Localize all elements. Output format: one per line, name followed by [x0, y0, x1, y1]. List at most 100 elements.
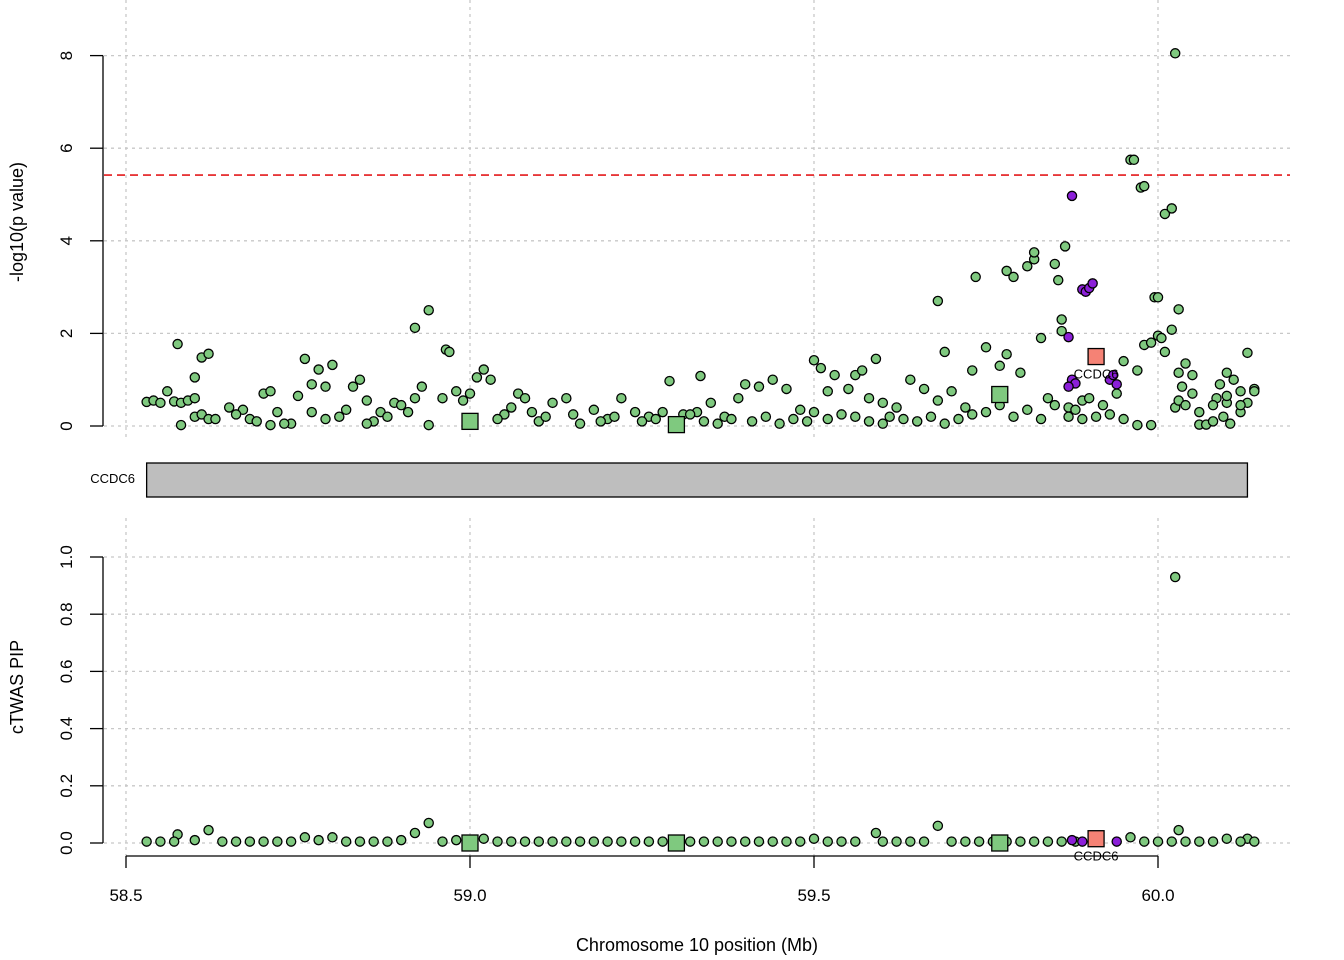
- gwas-snp-point: [712, 418, 723, 429]
- gwas-snp-point: [1145, 419, 1157, 431]
- gwas-snp-point: [361, 418, 373, 429]
- pip-snp-point: [1207, 836, 1219, 847]
- gwas-snp-point: [1132, 419, 1143, 431]
- pip-snp-point: [794, 836, 806, 847]
- gwas-snp-point: [595, 416, 606, 427]
- pip-snp-point: [450, 834, 462, 846]
- gwas-snp-point: [1132, 365, 1143, 376]
- gwas-snp-point: [636, 416, 648, 427]
- pip-gene-marker: [667, 834, 686, 852]
- pip-snp-point: [1028, 836, 1040, 847]
- gwas-snp-point: [547, 397, 558, 409]
- pip-snp-point: [313, 834, 324, 846]
- gwas-snp-point: [1077, 413, 1088, 425]
- gwas-y-tick-label: 8: [57, 51, 76, 60]
- pip-snp-point: [643, 836, 655, 847]
- pip-snp-point: [616, 836, 627, 847]
- gwas-snp-point: [788, 413, 799, 425]
- gwas-snp-point: [203, 348, 214, 360]
- pip-snp-point: [478, 833, 490, 844]
- gwas-snp-point: [1221, 367, 1233, 379]
- gwas-snp-point: [1035, 413, 1047, 425]
- gwas-snp-point: [1187, 388, 1198, 399]
- gwas-snp-point: [1128, 154, 1140, 166]
- gwas-snp-point: [808, 355, 820, 366]
- pip-gene-marker: [461, 834, 479, 852]
- pip-snp-point: [258, 836, 269, 847]
- gwas-snp-point: [1176, 381, 1188, 392]
- pip-snp-point: [905, 836, 916, 847]
- gwas-snp-point: [1056, 325, 1067, 337]
- gwas-gene-marker: [991, 385, 1009, 404]
- gwas-snp-point: [1218, 411, 1229, 422]
- gwas-snp-point: [1022, 261, 1033, 272]
- gwas-snp-point: [1042, 392, 1054, 404]
- gwas-snp-point: [172, 338, 183, 350]
- gwas-snp-point: [437, 392, 448, 404]
- gwas-snp-point: [650, 413, 662, 425]
- gwas-snp-point: [726, 413, 737, 425]
- gwas-snp-point: [567, 409, 579, 420]
- pip-snp-point: [354, 836, 366, 847]
- gwas-snp-point: [395, 399, 407, 411]
- gwas-snp-point: [155, 397, 166, 409]
- pip-snp-point: [519, 836, 531, 847]
- gwas-snp-point: [278, 418, 290, 429]
- gwas-snp-point: [409, 392, 421, 404]
- gwas-snp-point: [1173, 367, 1184, 379]
- gwas-snp-point: [698, 416, 710, 427]
- gwas-snp-point: [1187, 369, 1198, 381]
- gwas-snp-point: [664, 375, 675, 387]
- gwas-snp-point: [1180, 358, 1191, 369]
- pip-y-axis-title: cTWAS PIP: [7, 640, 27, 734]
- gwas-snp-point: [966, 409, 978, 420]
- pip-snp-point: [973, 836, 985, 847]
- pip-snp-point: [767, 836, 778, 847]
- gwas-snp-point: [815, 362, 827, 374]
- pip-snp-point: [285, 836, 297, 847]
- gwas-snp-point: [1008, 271, 1019, 283]
- gwas-snp-point: [1221, 390, 1233, 402]
- gwas-snp-point: [1118, 355, 1129, 367]
- gwas-snp-point: [1097, 399, 1109, 411]
- gwas-snp-point: [753, 381, 765, 392]
- gwas-snp-point: [1207, 416, 1219, 427]
- gwas-snp-point: [1138, 180, 1150, 192]
- pip-snp-point: [698, 836, 710, 847]
- gwas-snp-point: [471, 372, 483, 383]
- gwas-snp-point: [1056, 314, 1067, 325]
- pip-snp-point: [739, 836, 751, 847]
- gwas-snp-point: [354, 374, 366, 385]
- gwas-y-tick-label: 4: [57, 236, 76, 245]
- gwas-snp-point: [1063, 411, 1074, 422]
- pip-snp-point: [891, 836, 902, 847]
- gwas-snp-point: [1015, 367, 1026, 379]
- pip-highlight-snp-point: [1111, 836, 1122, 847]
- gwas-snp-point: [327, 359, 338, 371]
- gwas-snp-point: [629, 406, 641, 418]
- pip-snp-point: [203, 824, 214, 836]
- gwas-highlight-snp-point: [1108, 369, 1119, 381]
- pip-x-tick-label: 59.0: [453, 886, 486, 905]
- pip-snp-point: [1180, 836, 1191, 847]
- gwas-snp-point: [905, 374, 916, 385]
- pip-x-tick-label: 58.5: [109, 886, 142, 905]
- gwas-snp-point: [334, 411, 345, 422]
- gwas-snp-point: [409, 322, 421, 334]
- pip-snp-point: [437, 836, 448, 847]
- gwas-highlight-snp-point: [1063, 381, 1074, 392]
- pip-axes: 0.0 0.2 0.4 0.6 0.8 1.0 58.5 59.0 59.5 60.0: [57, 545, 1175, 905]
- gwas-snp-point: [1035, 332, 1047, 344]
- gwas-snp-point: [526, 406, 538, 418]
- gwas-snp-point: [1242, 347, 1253, 359]
- gwas-snp-point: [1235, 386, 1246, 397]
- gwas-snp-point: [423, 304, 434, 316]
- gwas-snp-point: [423, 419, 434, 431]
- gwas-snp-point: [684, 409, 696, 420]
- pip-points: CCDC6: [141, 571, 1260, 864]
- pip-y-tick-label: 1.0: [57, 545, 76, 569]
- pip-snp-point: [1221, 833, 1233, 844]
- gwas-snp-point: [189, 372, 201, 383]
- pip-snp-point: [168, 836, 180, 847]
- gwas-snp-point: [340, 404, 352, 416]
